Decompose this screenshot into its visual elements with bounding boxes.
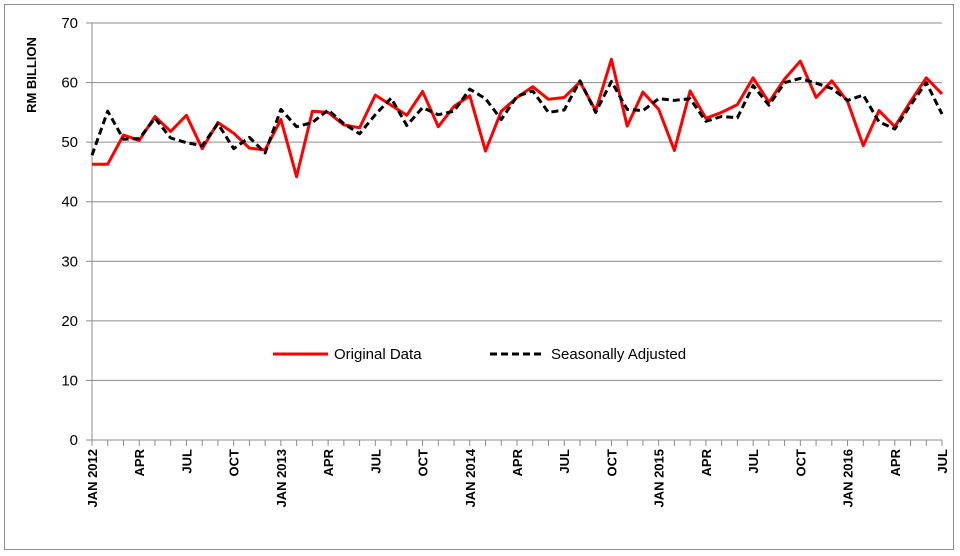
- x-tick-label: APR: [888, 448, 903, 476]
- x-tick-label: JUL: [557, 449, 572, 474]
- gridlines: [92, 22, 942, 381]
- x-tick-label: APR: [132, 448, 147, 476]
- y-tick-label: 10: [61, 372, 78, 389]
- x-tick-label: JAN 2014: [463, 448, 478, 507]
- axes: [86, 22, 943, 446]
- x-tick-label: JUL: [935, 449, 950, 474]
- y-tick-label: 50: [61, 134, 78, 151]
- y-tick-label: 60: [61, 75, 78, 92]
- y-tick-labels: 0 10 20 30 40 50 60 70: [61, 15, 78, 449]
- y-tick-label: 30: [61, 253, 78, 270]
- x-tick-label: JAN 2015: [652, 449, 667, 508]
- y-tick-label: 20: [61, 313, 78, 330]
- x-tick-label: JAN 2013: [274, 449, 289, 508]
- x-tick-label: JAN 2016: [841, 449, 856, 508]
- series-line-seasonally-adjusted: [90, 76, 944, 156]
- x-tick-label: JUL: [179, 449, 194, 474]
- y-tick-label: 70: [61, 15, 78, 32]
- x-tick-labels: JAN 2012 APR JUL OCT JAN 2013 APR JUL OCT JAN 20…: [85, 448, 950, 507]
- y-tick-label: 0: [70, 432, 78, 449]
- legend-label-original-data: Original Data: [334, 346, 422, 363]
- x-tick-label: APR: [510, 448, 525, 476]
- series-line-original-data: [92, 57, 944, 179]
- x-tick-label: JUL: [368, 449, 383, 474]
- x-tick-label: OCT: [416, 449, 431, 477]
- x-tick-label: OCT: [793, 449, 808, 477]
- legend-label-seasonally-adjusted: Seasonally Adjusted: [551, 346, 686, 363]
- legend: Original Data Seasonally Adjusted: [273, 346, 686, 363]
- x-tick-label: JUL: [746, 449, 761, 474]
- y-axis-label: RM BILLION: [24, 37, 39, 113]
- x-tick-label: APR: [699, 448, 714, 476]
- x-tick-label: OCT: [604, 449, 619, 477]
- x-tick-label: OCT: [227, 449, 242, 477]
- y-tick-label: 40: [61, 194, 78, 211]
- series-lines: [90, 57, 944, 179]
- x-tick-label: JAN 2012: [85, 449, 100, 508]
- x-tick-label: APR: [321, 448, 336, 476]
